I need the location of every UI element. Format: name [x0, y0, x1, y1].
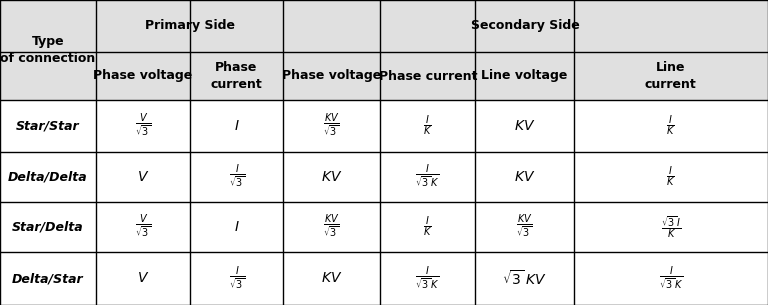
Text: $KV$: $KV$: [514, 119, 535, 133]
Text: $\frac{I}{\sqrt{3}\,K}$: $\frac{I}{\sqrt{3}\,K}$: [658, 264, 684, 292]
Text: $I$: $I$: [233, 119, 240, 133]
Text: Primary Side: Primary Side: [144, 20, 235, 33]
Text: $\frac{\sqrt{3}\,I}{K}$: $\frac{\sqrt{3}\,I}{K}$: [660, 214, 681, 240]
Text: $V$: $V$: [137, 170, 149, 184]
Text: Star/Delta: Star/Delta: [12, 221, 84, 234]
Text: Phase current: Phase current: [379, 70, 477, 82]
Text: Phase voltage: Phase voltage: [282, 70, 382, 82]
Text: Delta/Delta: Delta/Delta: [8, 170, 88, 184]
Text: $\sqrt{3}\;KV$: $\sqrt{3}\;KV$: [502, 269, 547, 288]
Text: $\frac{I}{\sqrt{3}}$: $\frac{I}{\sqrt{3}}$: [229, 264, 244, 292]
Text: Type
of connection: Type of connection: [0, 35, 96, 65]
Text: Line voltage: Line voltage: [482, 70, 568, 82]
Text: $KV$: $KV$: [321, 271, 343, 285]
Text: $\frac{KV}{\sqrt{3}}$: $\frac{KV}{\sqrt{3}}$: [323, 213, 340, 241]
Text: $\frac{I}{K}$: $\frac{I}{K}$: [667, 165, 675, 189]
Text: $V$: $V$: [137, 271, 149, 285]
Text: $\frac{KV}{\sqrt{3}}$: $\frac{KV}{\sqrt{3}}$: [323, 112, 340, 140]
Text: $KV$: $KV$: [514, 170, 535, 184]
Text: $KV$: $KV$: [321, 170, 343, 184]
Text: $\frac{I}{\sqrt{3}\,K}$: $\frac{I}{\sqrt{3}\,K}$: [415, 163, 440, 191]
Text: Delta/Star: Delta/Star: [12, 272, 84, 285]
Text: $\frac{I}{\sqrt{3}\,K}$: $\frac{I}{\sqrt{3}\,K}$: [415, 264, 440, 292]
Text: Star/Star: Star/Star: [16, 120, 80, 132]
Text: $\frac{I}{K}$: $\frac{I}{K}$: [423, 215, 432, 239]
Bar: [0, 52, 768, 100]
Bar: [0, 0, 768, 52]
Text: Phase voltage: Phase voltage: [93, 70, 193, 82]
Text: $\frac{V}{\sqrt{3}}$: $\frac{V}{\sqrt{3}}$: [135, 112, 151, 140]
Text: Line
current: Line current: [645, 61, 697, 91]
Text: $\frac{V}{\sqrt{3}}$: $\frac{V}{\sqrt{3}}$: [135, 213, 151, 241]
Text: $\frac{I}{K}$: $\frac{I}{K}$: [667, 114, 675, 138]
Text: $\frac{KV}{\sqrt{3}}$: $\frac{KV}{\sqrt{3}}$: [516, 213, 533, 241]
Text: Phase
current: Phase current: [210, 61, 263, 91]
Text: $\frac{I}{\sqrt{3}}$: $\frac{I}{\sqrt{3}}$: [229, 163, 244, 191]
Text: Secondary Side: Secondary Side: [472, 20, 580, 33]
Text: $I$: $I$: [233, 220, 240, 234]
Text: $\frac{I}{K}$: $\frac{I}{K}$: [423, 114, 432, 138]
